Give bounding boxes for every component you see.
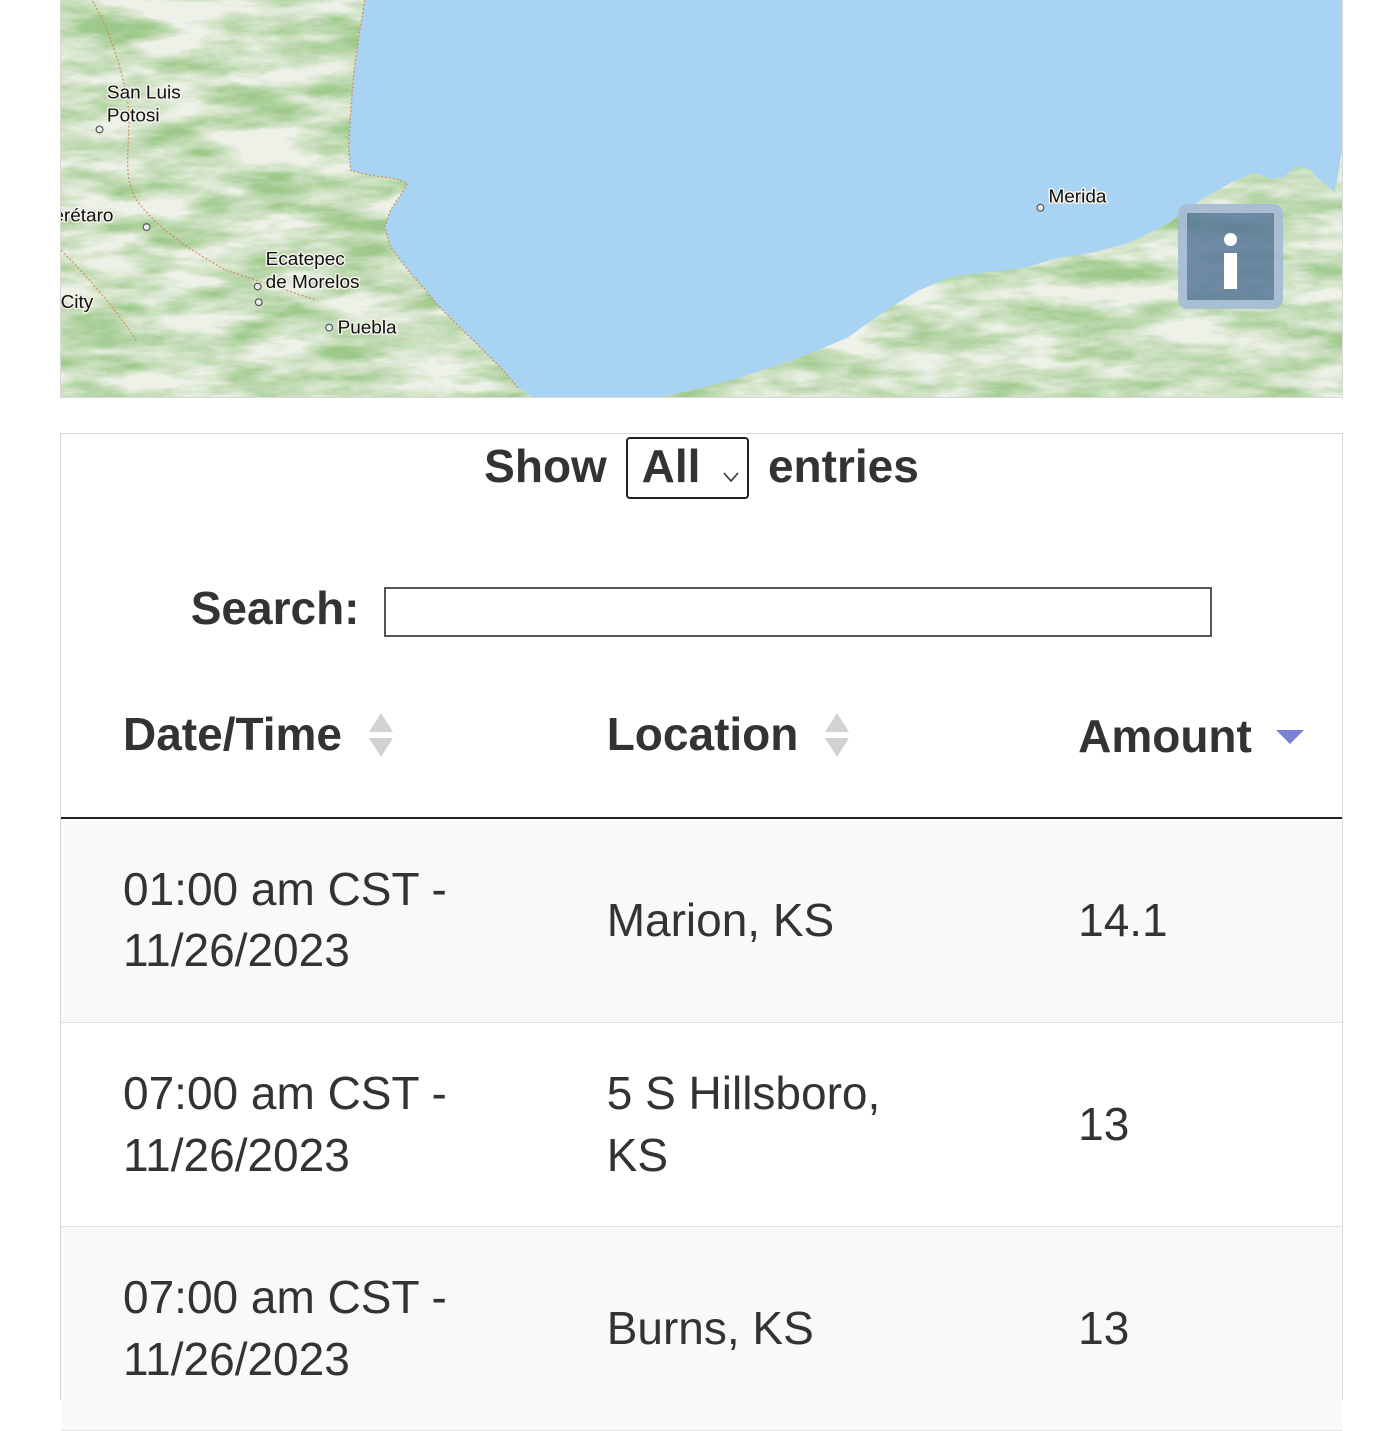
svg-text:San Luis: San Luis [107, 83, 181, 104]
svg-text:de Morelos: de Morelos [266, 272, 360, 293]
svg-text:ico City: ico City [61, 292, 94, 313]
svg-text:Potosi: Potosi [107, 106, 160, 127]
svg-text:Querétaro: Querétaro [61, 206, 113, 227]
svg-text:Merida: Merida [1048, 187, 1106, 208]
svg-text:Puebla: Puebla [338, 318, 398, 339]
svg-text:Ecatepec: Ecatepec [266, 249, 345, 270]
